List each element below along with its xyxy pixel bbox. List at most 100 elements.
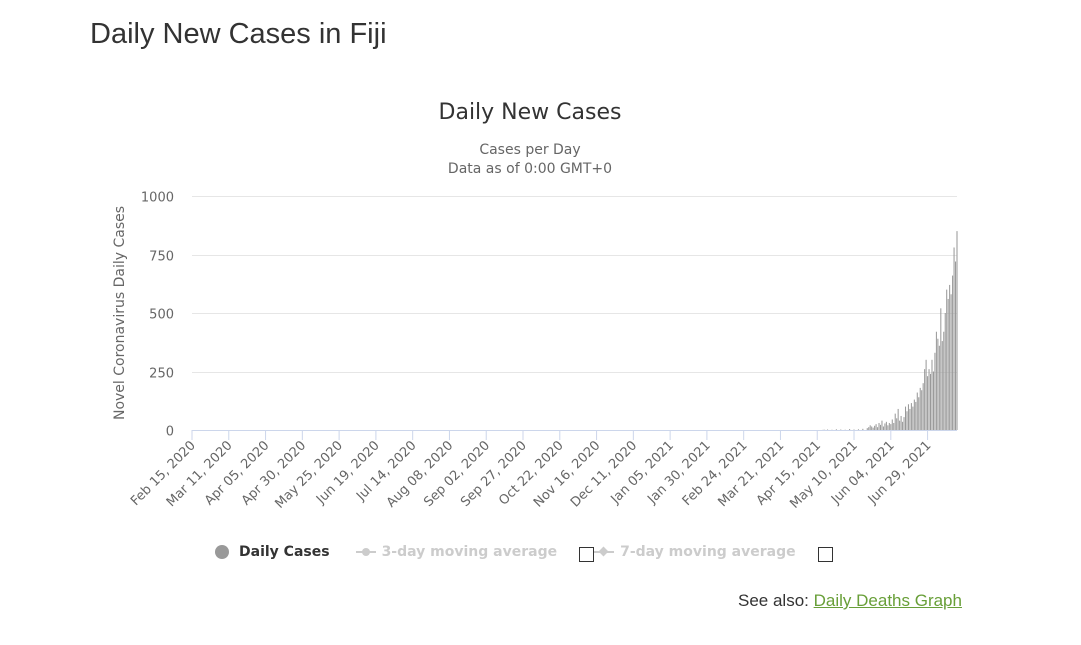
legend-label-daily-cases: Daily Cases [239, 544, 330, 560]
daily-case-bar[interactable] [835, 429, 837, 430]
x-tick-label: Feb 24, 2021 [680, 438, 751, 509]
grid-lines [192, 196, 957, 373]
daily-case-bar[interactable] [827, 429, 829, 431]
daily-case-bar[interactable] [897, 408, 899, 430]
legend-item-3-day-average[interactable]: 3-day moving average [355, 544, 558, 560]
daily-case-bar[interactable] [896, 418, 898, 430]
legend-item-7-day-average[interactable]: 7-day moving average [594, 544, 796, 560]
daily-case-bar[interactable] [840, 429, 842, 431]
legend-label-3-day-average: 3-day moving average [381, 544, 558, 560]
x-tick-label: Apr 15, 2021 [754, 438, 824, 508]
chart-subtitle-line-2: Data as of 0:00 GMT+0 [448, 161, 612, 177]
daily-case-bar[interactable] [890, 424, 892, 430]
daily-case-bar[interactable] [950, 294, 952, 430]
x-tick-label: Feb 15, 2020 [128, 438, 199, 509]
daily-case-bar[interactable] [918, 397, 920, 430]
line-diamond-icon [594, 545, 615, 559]
daily-case-bar[interactable] [928, 369, 930, 430]
legend-item-daily-cases[interactable]: Daily Cases [215, 544, 330, 560]
daily-case-bar[interactable] [953, 247, 955, 430]
daily-case-bar[interactable] [907, 404, 909, 430]
daily-case-bar[interactable] [881, 420, 883, 430]
daily-case-bar[interactable] [947, 298, 949, 430]
daily-case-bar[interactable] [904, 406, 907, 430]
daily-case-bar[interactable] [935, 331, 937, 430]
daily-case-bar[interactable] [874, 425, 876, 430]
x-tick-label: Apr 30, 2020 [239, 438, 309, 508]
daily-case-bar[interactable] [930, 373, 932, 430]
daily-case-bar[interactable] [924, 369, 926, 430]
daily-case-bar[interactable] [912, 406, 914, 430]
y-axis-title: Novel Coronavirus Daily Cases [112, 206, 128, 420]
3-day-average-checkbox[interactable] [579, 546, 595, 562]
daily-case-bar[interactable] [934, 352, 936, 430]
daily-case-bar[interactable] [875, 424, 877, 430]
daily-case-bar[interactable] [925, 359, 927, 430]
daily-case-bar[interactable] [910, 403, 912, 430]
daily-case-bar[interactable] [937, 338, 939, 430]
daily-case-bar[interactable] [902, 421, 904, 430]
7-day-average-checkbox[interactable] [817, 546, 833, 562]
daily-case-bar[interactable] [919, 387, 921, 430]
y-tick-label: 1000 [141, 191, 174, 206]
daily-case-bar[interactable] [872, 427, 874, 430]
see-also-prefix: See also: [738, 591, 809, 610]
daily-case-bar[interactable] [885, 421, 887, 430]
daily-case-bar[interactable] [887, 425, 889, 430]
page-title: Daily New Cases in Fiji [90, 18, 387, 50]
daily-case-bar[interactable] [956, 231, 958, 430]
daily-case-bar[interactable] [916, 392, 918, 430]
y-tick-label: 0 [166, 425, 174, 440]
daily-case-bar[interactable] [940, 308, 942, 430]
chart-title: Daily New Cases [439, 100, 622, 125]
daily-case-bar[interactable] [893, 422, 895, 430]
daily-case-bar[interactable] [866, 428, 868, 430]
daily-case-bar[interactable] [922, 383, 924, 430]
daily-case-bar[interactable] [944, 313, 946, 430]
daily-case-bar[interactable] [900, 415, 902, 430]
daily-case-bar[interactable] [891, 419, 893, 430]
chart-subtitle-line-1: Cases per Day [479, 142, 580, 158]
daily-case-bar[interactable] [862, 428, 864, 430]
daily-case-bar[interactable] [906, 411, 908, 430]
daily-case-bar[interactable] [894, 413, 896, 430]
daily-case-bar[interactable] [878, 422, 880, 430]
daily-case-bar[interactable] [857, 429, 859, 430]
see-also: See also: Daily Deaths Graph [738, 591, 962, 611]
daily-case-bar[interactable] [884, 423, 886, 430]
daily-case-bar[interactable] [882, 426, 884, 430]
x-tick-label: Apr 05, 2020 [202, 438, 272, 508]
y-tick-label: 250 [149, 367, 174, 382]
daily-case-bar[interactable] [952, 275, 954, 430]
daily-case-bar[interactable] [932, 371, 934, 431]
daily-case-bar[interactable] [941, 341, 943, 430]
daily-case-bar[interactable] [877, 427, 879, 430]
daily-case-bar[interactable] [879, 424, 882, 430]
daily-case-bar[interactable] [909, 408, 911, 430]
daily-case-bar[interactable] [868, 427, 870, 430]
daily-case-bar[interactable] [903, 417, 905, 430]
daily-case-bar[interactable] [955, 261, 957, 430]
daily-case-bar[interactable] [931, 359, 933, 430]
line-marker-icon [355, 545, 376, 559]
daily-case-bar[interactable] [943, 331, 945, 430]
daily-case-bar[interactable] [949, 284, 951, 430]
daily-case-bar[interactable] [946, 289, 948, 430]
daily-case-bar[interactable] [849, 429, 851, 430]
daily-deaths-graph-link[interactable]: Daily Deaths Graph [813, 591, 962, 610]
daily-case-bar[interactable] [913, 399, 915, 430]
legend-label-7-day-average: 7-day moving average [620, 544, 796, 560]
daily-case-bar[interactable] [871, 426, 873, 430]
daily-case-bar[interactable] [869, 425, 871, 430]
daily-case-bar[interactable] [927, 376, 929, 430]
daily-case-bar[interactable] [853, 429, 855, 431]
daily-case-bar[interactable] [888, 422, 890, 430]
y-axis-ticks: 0 250 500 750 1000 [141, 191, 174, 440]
daily-case-bar[interactable] [938, 345, 940, 430]
daily-case-bar[interactable] [921, 390, 923, 430]
daily-case-bar[interactable] [899, 420, 901, 430]
dot-icon [215, 545, 229, 559]
daily-case-bar[interactable] [915, 401, 917, 430]
